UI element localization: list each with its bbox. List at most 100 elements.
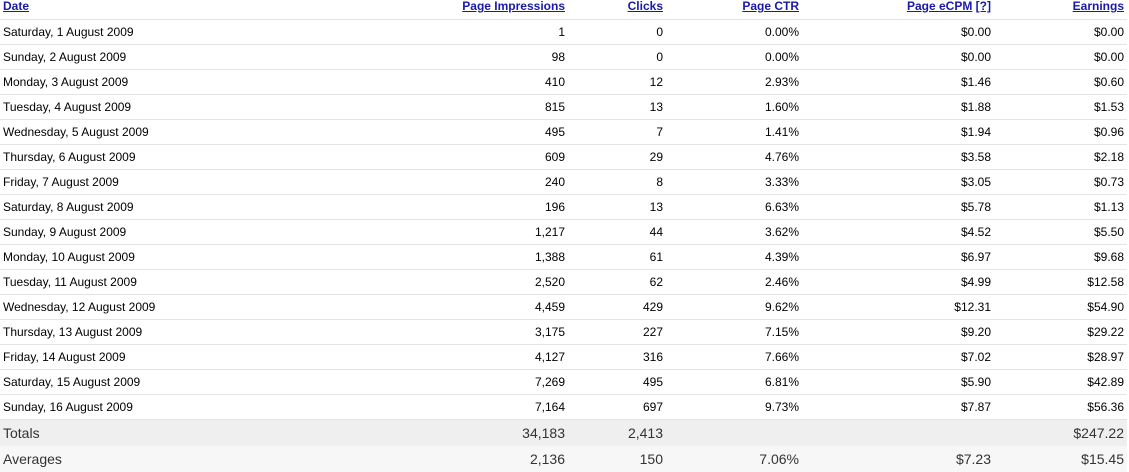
ecpm-cell: $1.94 [802,120,994,145]
averages-ecpm: $7.23 [802,446,994,472]
column-header-clicks: Clicks [568,0,666,20]
ctr-cell: 7.15% [666,320,802,345]
totals-label: Totals [0,420,280,447]
averages-ctr: 7.06% [666,446,802,472]
date-cell: Friday, 14 August 2009 [0,345,280,370]
ecpm-cell: $5.90 [802,370,994,395]
date-cell: Wednesday, 12 August 2009 [0,295,280,320]
clicks-cell: 429 [568,295,666,320]
sort-by-earnings-link[interactable]: Earnings [1073,0,1124,13]
date-cell: Saturday, 15 August 2009 [0,370,280,395]
clicks-cell: 697 [568,395,666,420]
ecpm-help-link[interactable]: [?] [976,0,991,13]
totals-earnings: $247.22 [994,420,1127,447]
earnings-cell: $1.13 [994,195,1127,220]
ctr-cell: 3.62% [666,220,802,245]
impressions-cell: 609 [280,145,568,170]
date-cell: Thursday, 6 August 2009 [0,145,280,170]
date-cell: Saturday, 1 August 2009 [0,20,280,45]
averages-earnings: $15.45 [994,446,1127,472]
sort-by-clicks-link[interactable]: Clicks [628,0,663,13]
ctr-cell: 1.41% [666,120,802,145]
impressions-cell: 815 [280,95,568,120]
averages-label: Averages [0,446,280,472]
impressions-cell: 1,388 [280,245,568,270]
earnings-cell: $54.90 [994,295,1127,320]
ctr-cell: 9.73% [666,395,802,420]
date-cell: Saturday, 8 August 2009 [0,195,280,220]
earnings-cell: $9.68 [994,245,1127,270]
clicks-cell: 12 [568,70,666,95]
ctr-cell: 0.00% [666,45,802,70]
ctr-cell: 7.66% [666,345,802,370]
column-header-ctr: Page CTR [666,0,802,20]
date-cell: Thursday, 13 August 2009 [0,320,280,345]
clicks-cell: 227 [568,320,666,345]
clicks-cell: 13 [568,95,666,120]
ecpm-cell: $0.00 [802,45,994,70]
clicks-cell: 7 [568,120,666,145]
date-cell: Sunday, 16 August 2009 [0,395,280,420]
sort-by-date-link[interactable]: Date [3,0,29,13]
earnings-cell: $42.89 [994,370,1127,395]
earnings-cell: $0.00 [994,45,1127,70]
date-cell: Tuesday, 4 August 2009 [0,95,280,120]
column-header-ecpm: Page eCPM [?] [802,0,994,20]
clicks-cell: 13 [568,195,666,220]
clicks-cell: 29 [568,145,666,170]
date-cell: Wednesday, 5 August 2009 [0,120,280,145]
impressions-cell: 4,127 [280,345,568,370]
earnings-cell: $56.36 [994,395,1127,420]
averages-impressions: 2,136 [280,446,568,472]
impressions-cell: 1,217 [280,220,568,245]
column-header-impressions: Page Impressions [280,0,568,20]
ecpm-cell: $12.31 [802,295,994,320]
impressions-cell: 4,459 [280,295,568,320]
ctr-cell: 4.76% [666,145,802,170]
ecpm-cell: $9.20 [802,320,994,345]
impressions-cell: 240 [280,170,568,195]
totals-clicks: 2,413 [568,420,666,447]
sort-by-ctr-link[interactable]: Page CTR [742,0,799,13]
clicks-cell: 495 [568,370,666,395]
date-cell: Sunday, 2 August 2009 [0,45,280,70]
ecpm-cell: $5.78 [802,195,994,220]
impressions-cell: 7,164 [280,395,568,420]
earnings-cell: $12.58 [994,270,1127,295]
column-header-earnings: Earnings [994,0,1127,20]
header-row: Date Page Impressions Clicks Page CTR Pa… [0,0,1127,20]
clicks-cell: 62 [568,270,666,295]
table-summary: Totals 34,183 2,413 $247.22 Averages 2,1… [0,420,1127,472]
ecpm-cell: $1.88 [802,95,994,120]
clicks-cell: 44 [568,220,666,245]
table-header: Date Page Impressions Clicks Page CTR Pa… [0,0,1127,20]
ctr-cell: 3.33% [666,170,802,195]
column-header-date: Date [0,0,280,20]
date-cell: Sunday, 9 August 2009 [0,220,280,245]
sort-by-impressions-link[interactable]: Page Impressions [462,0,565,13]
earnings-cell: $2.18 [994,145,1127,170]
date-cell: Tuesday, 11 August 2009 [0,270,280,295]
ctr-cell: 9.62% [666,295,802,320]
impressions-cell: 7,269 [280,370,568,395]
ecpm-cell: $4.52 [802,220,994,245]
clicks-cell: 8 [568,170,666,195]
ecpm-cell: $3.58 [802,145,994,170]
earnings-cell: $1.53 [994,95,1127,120]
sort-by-ecpm-link[interactable]: Page eCPM [907,0,972,13]
impressions-cell: 196 [280,195,568,220]
earnings-cell: $0.96 [994,120,1127,145]
clicks-cell: 316 [568,345,666,370]
impressions-cell: 2,520 [280,270,568,295]
clicks-cell: 61 [568,245,666,270]
